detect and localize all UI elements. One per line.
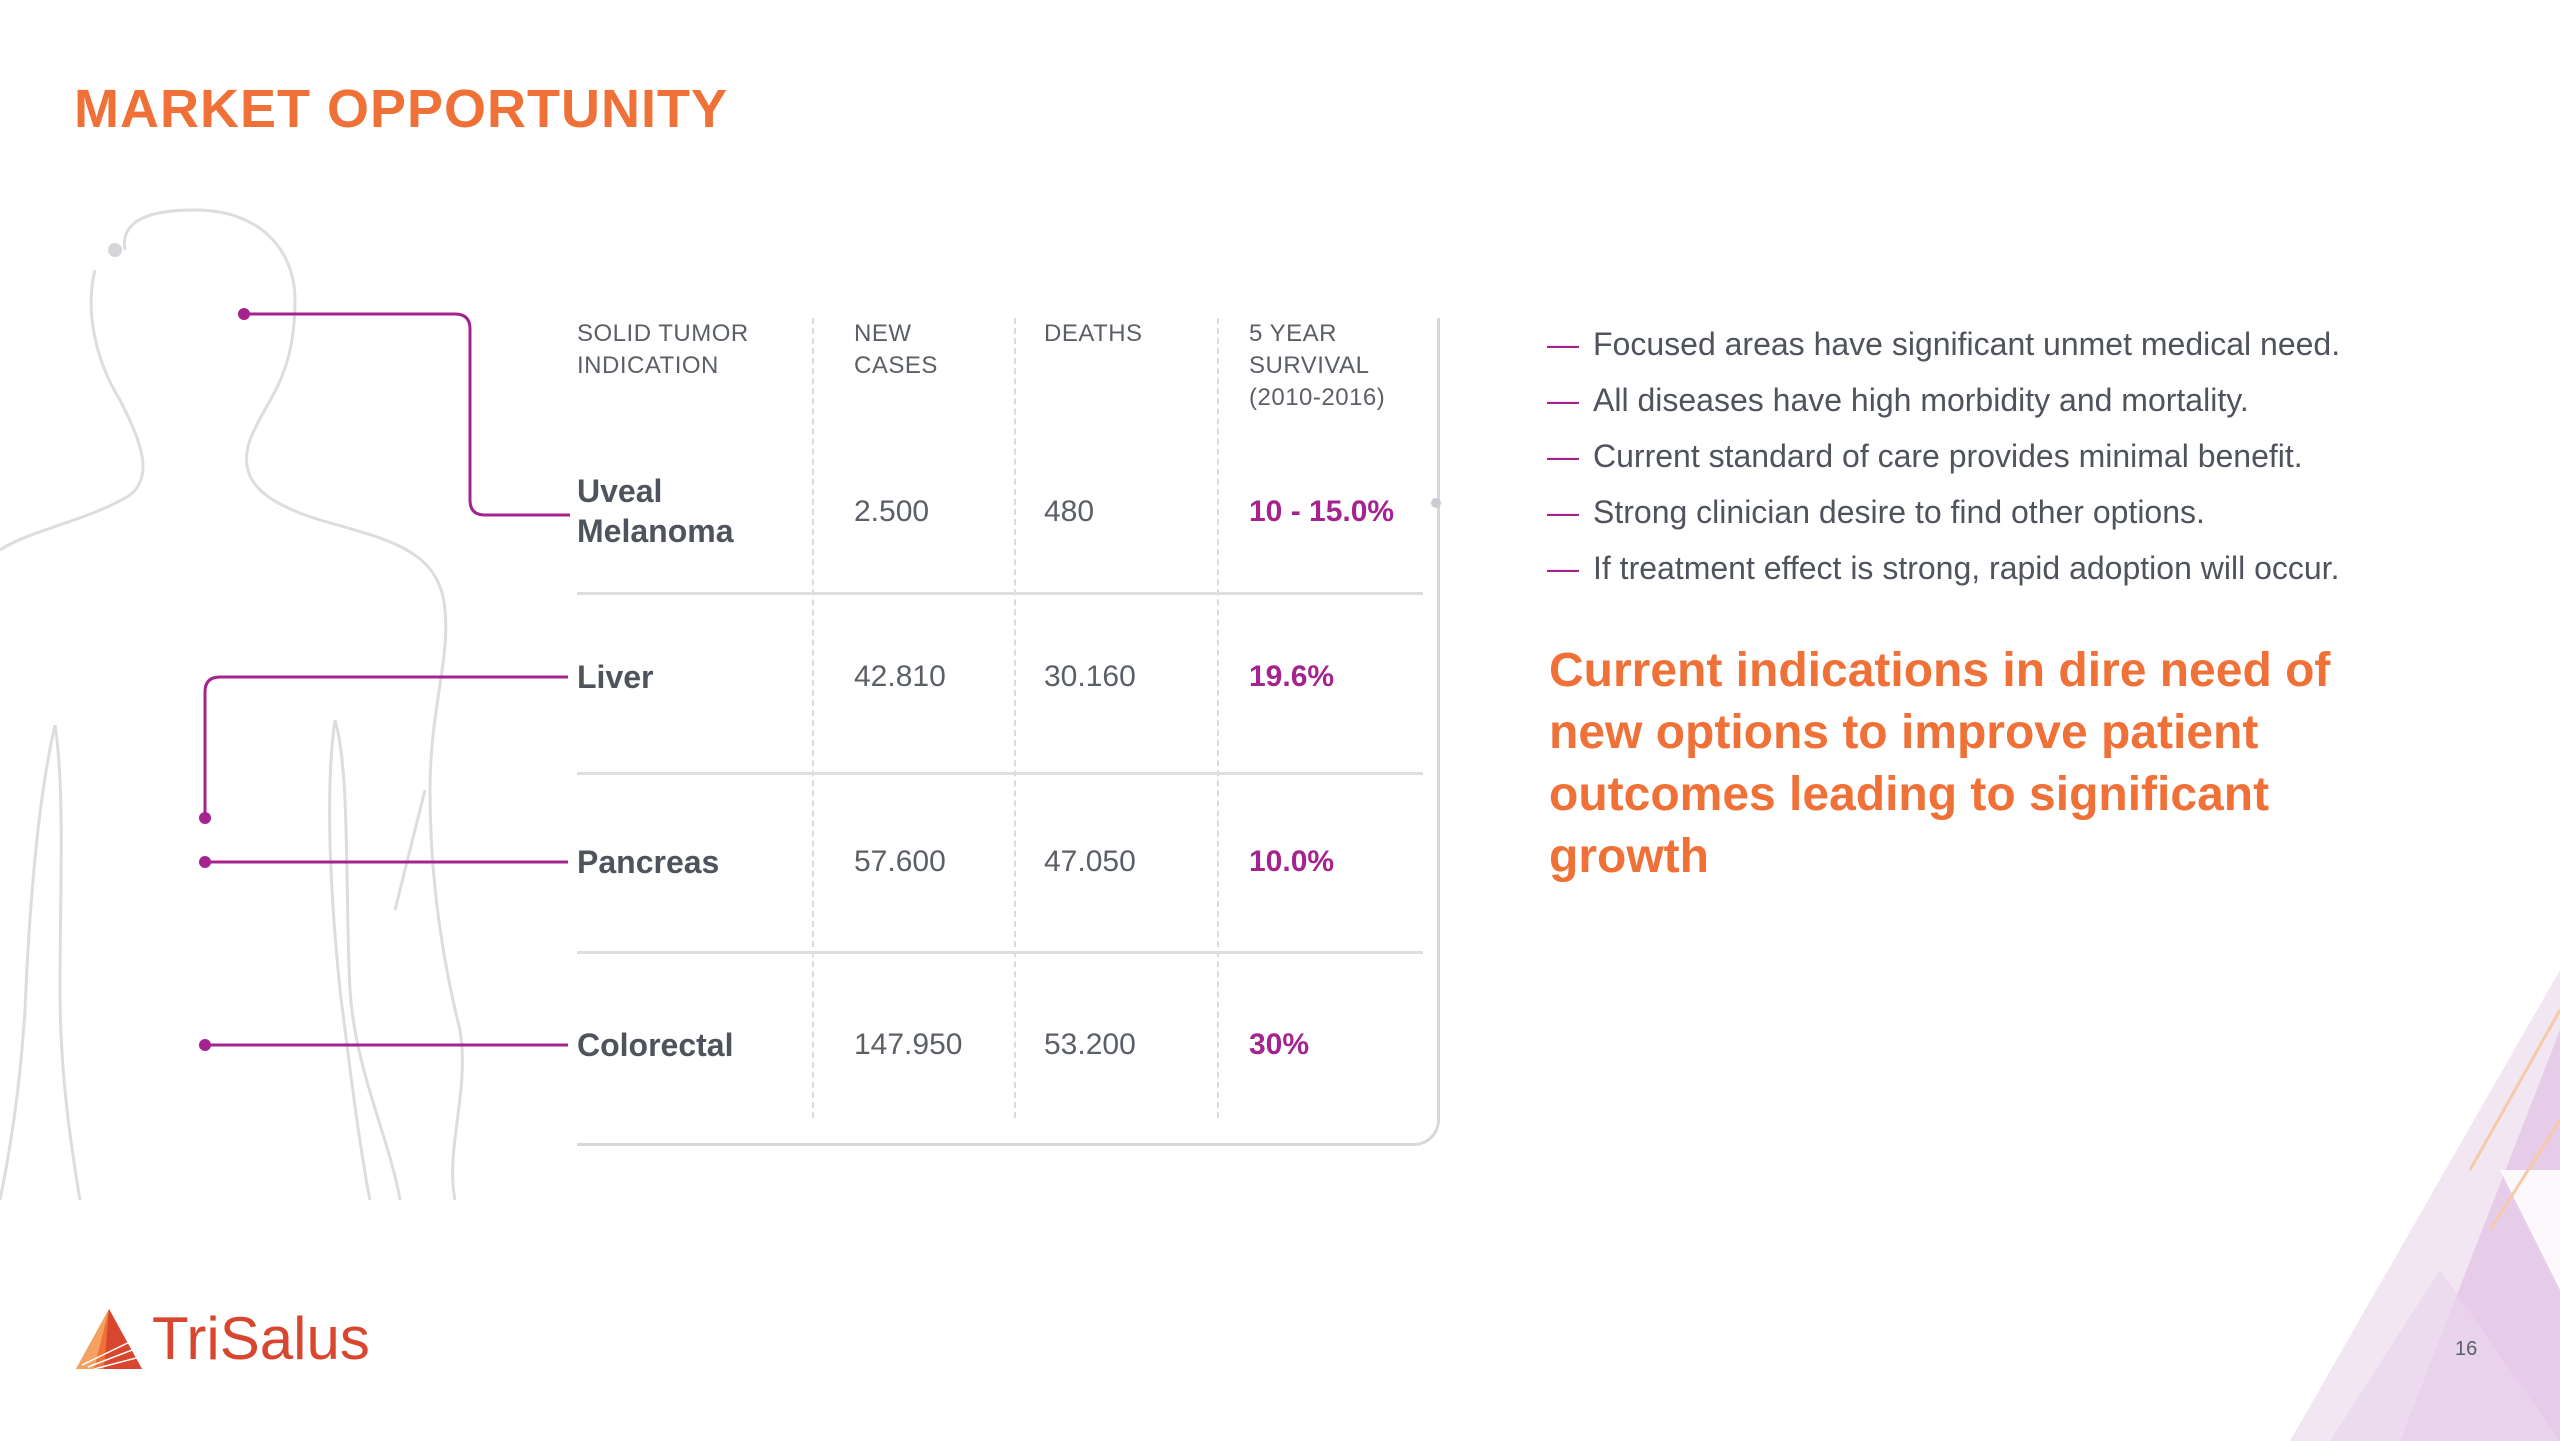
table-handle-dot [1431,498,1441,508]
cell-new-cases: 147.950 [854,1028,963,1061]
column-divider [812,318,814,1118]
page-number: 16 [2455,1338,2478,1360]
row-indication-uveal-melanoma: Uveal Melanoma [577,473,734,549]
callout-statement: Current indications in dire need of new … [1549,644,2331,883]
dash-marker: — [1547,438,1579,474]
list-item: — Current standard of care provides minim… [1547,438,2303,474]
cell-new-cases: 2.500 [854,495,930,528]
indication-table [577,318,1440,1146]
cell-deaths: 53.200 [1044,1028,1136,1061]
cell-deaths: 30.160 [1044,660,1136,693]
column-divider [1014,318,1016,1118]
trisalus-logo-mark-icon [76,1308,142,1370]
column-divider [1217,318,1219,1118]
row-divider [577,592,1423,595]
logo-text: TriSalus [152,1305,370,1372]
dash-marker: — [1547,550,1579,586]
cell-survival: 10 - 15.0% [1249,495,1395,528]
human-body-outline-icon [0,208,464,1201]
cell-new-cases: 57.600 [854,845,946,878]
cell-survival: 10.0% [1249,845,1335,878]
page-title: MARKET OPPORTUNITY [74,79,729,139]
list-item: — If treatment effect is strong, rapid ad… [1547,550,2340,586]
row-indication-liver: Liver [577,659,654,695]
header-deaths: DEATHS [1044,320,1143,347]
header-new-cases: NEW CASES [854,320,938,379]
header-indication: SOLID TUMOR INDICATION [577,320,749,379]
header-survival: 5 YEAR SURVIVAL (2010-2016) [1249,320,1386,411]
cell-deaths: 480 [1044,495,1095,528]
dash-marker: — [1547,326,1579,362]
cell-survival: 30% [1249,1028,1310,1061]
row-indication-pancreas: Pancreas [577,844,720,880]
cell-new-cases: 42.810 [854,660,946,693]
list-item: — Strong clinician desire to find other o… [1547,494,2205,530]
dash-marker: — [1547,382,1579,418]
list-item: — All diseases have high morbidity and mo… [1547,382,2249,418]
list-item: — Focused areas have significant unmet me… [1547,326,2341,362]
dash-marker: — [1547,494,1579,530]
triangle-corner-decoration-icon [2290,970,2560,1441]
cell-deaths: 47.050 [1044,845,1136,878]
key-points-list: — Focused areas have significant unmet me… [1547,316,2340,596]
row-divider [577,951,1423,954]
cell-survival: 19.6% [1249,660,1335,693]
row-indication-colorectal: Colorectal [577,1027,734,1063]
trisalus-logo: TriSalus [74,1304,370,1373]
row-divider [577,772,1423,775]
